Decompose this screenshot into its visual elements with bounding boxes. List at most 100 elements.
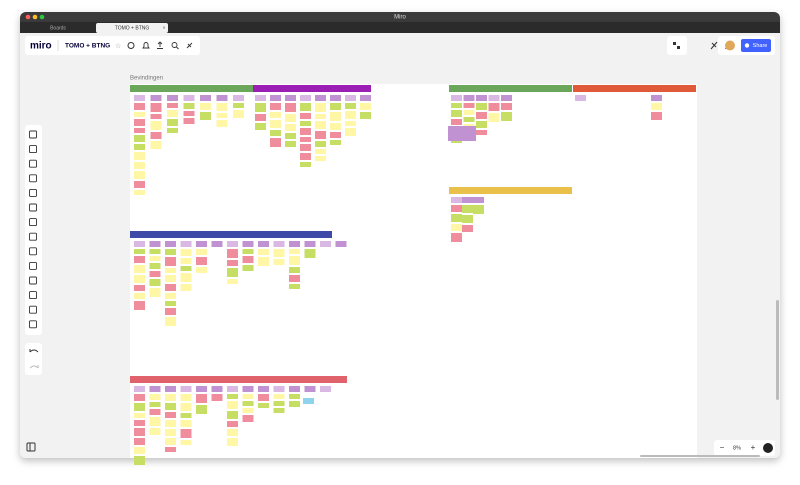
sticky-note[interactable] (300, 128, 311, 135)
sticky-note[interactable] (227, 421, 238, 427)
close-button[interactable] (25, 14, 31, 20)
sticky-note[interactable] (211, 394, 223, 401)
sticky-note[interactable] (270, 120, 281, 128)
column-header-sticky[interactable] (304, 241, 316, 247)
sticky-note[interactable] (165, 412, 176, 418)
column-header-sticky[interactable] (242, 241, 254, 247)
sticky-note[interactable] (315, 141, 326, 147)
sticky-note[interactable] (451, 224, 462, 231)
sticky-note[interactable] (270, 103, 281, 110)
sticky-note[interactable] (242, 394, 254, 399)
sticky-note[interactable] (258, 257, 269, 266)
sticky-note[interactable] (330, 132, 341, 138)
tool-icon[interactable] (29, 188, 37, 197)
sticky-note[interactable] (300, 103, 311, 111)
shapes-icon[interactable] (673, 42, 676, 45)
sticky-note[interactable] (165, 394, 176, 401)
sticky-note[interactable] (270, 130, 281, 136)
redo-icon[interactable] (29, 365, 39, 369)
sticky-note[interactable] (289, 267, 300, 273)
sticky-note[interactable] (315, 156, 326, 161)
sticky-note[interactable] (285, 124, 296, 131)
column-header-sticky[interactable] (575, 95, 586, 101)
sticky-note[interactable] (300, 137, 311, 142)
sticky-note[interactable] (165, 429, 176, 436)
sticky-note[interactable] (270, 138, 281, 147)
sticky-note[interactable] (167, 128, 178, 133)
sticky-note[interactable] (273, 394, 285, 399)
sticky-note[interactable] (462, 215, 473, 223)
sticky-note[interactable] (196, 405, 207, 414)
sticky-note[interactable] (149, 402, 161, 407)
star-icon[interactable]: ☆ (115, 42, 121, 50)
sticky-note[interactable] (233, 103, 244, 108)
sticky-note[interactable] (165, 447, 176, 452)
sticky-note[interactable] (258, 249, 269, 255)
column-header-sticky[interactable] (462, 197, 473, 203)
sticky-note[interactable] (149, 409, 161, 415)
sticky-note[interactable] (451, 103, 462, 108)
sticky-note[interactable] (134, 162, 145, 169)
sticky-note[interactable] (134, 112, 145, 117)
sticky-note[interactable] (304, 249, 316, 258)
column-header-sticky[interactable] (360, 95, 371, 101)
sticky-note[interactable] (165, 257, 176, 266)
sticky-note[interactable] (134, 456, 145, 465)
column-header-sticky[interactable] (134, 241, 145, 247)
sticky-note[interactable] (150, 114, 162, 119)
sticky-note[interactable] (285, 133, 296, 139)
sticky-note[interactable] (315, 103, 326, 112)
sticky-note[interactable] (255, 123, 266, 130)
sticky-note[interactable] (315, 121, 326, 129)
settings-icon[interactable] (127, 42, 135, 49)
sticky-note[interactable] (258, 394, 269, 401)
column-header-sticky[interactable] (463, 95, 475, 101)
column-header-sticky[interactable] (227, 241, 238, 247)
sticky-note[interactable] (150, 121, 162, 130)
zoom-button[interactable] (39, 14, 45, 20)
column-header-sticky[interactable] (211, 386, 223, 392)
sticky-note[interactable] (463, 117, 475, 122)
sticky-note[interactable] (134, 403, 145, 411)
tool-icon[interactable] (29, 218, 37, 227)
sticky-note[interactable] (134, 438, 145, 445)
sticky-note[interactable] (134, 103, 145, 110)
sticky-note[interactable] (242, 415, 254, 422)
sticky-note[interactable] (180, 273, 192, 282)
sticky-note[interactable] (183, 111, 195, 116)
sticky-note[interactable] (216, 120, 228, 127)
column-header-sticky[interactable] (345, 95, 356, 101)
column-header-sticky[interactable] (180, 241, 192, 247)
sticky-note[interactable] (200, 103, 211, 110)
sticky-note[interactable] (134, 190, 145, 195)
column-header-sticky[interactable] (227, 386, 238, 392)
sticky-note[interactable] (134, 428, 145, 436)
sticky-note[interactable] (289, 401, 300, 407)
sticky-note[interactable] (165, 275, 176, 282)
sticky-note[interactable] (300, 153, 311, 160)
sticky-note[interactable] (134, 249, 145, 254)
sticky-note[interactable] (227, 394, 238, 399)
sticky-note[interactable] (330, 140, 341, 145)
column-header-sticky[interactable] (149, 386, 161, 392)
sticky-note[interactable] (285, 114, 296, 122)
sticky-note[interactable] (196, 257, 207, 265)
sticky-note[interactable] (149, 394, 161, 400)
sticky-note[interactable] (134, 447, 145, 454)
sticky-note[interactable] (227, 260, 238, 266)
sticky-note[interactable] (180, 249, 192, 256)
sticky-note[interactable] (180, 284, 192, 291)
sticky-note[interactable] (134, 413, 145, 418)
notification-icon[interactable] (142, 42, 150, 49)
sticky-note[interactable] (180, 394, 192, 401)
sticky-note[interactable] (134, 128, 145, 133)
column-header-sticky[interactable] (300, 95, 311, 101)
sticky-note[interactable] (180, 440, 192, 445)
sticky-note[interactable] (488, 113, 500, 122)
column-header-sticky[interactable] (270, 95, 281, 101)
sticky-note[interactable] (289, 249, 300, 254)
column-header-sticky[interactable] (320, 386, 331, 392)
sticky-note[interactable] (651, 112, 662, 120)
sticky-note[interactable] (227, 438, 238, 446)
sticky-note[interactable] (216, 103, 228, 111)
